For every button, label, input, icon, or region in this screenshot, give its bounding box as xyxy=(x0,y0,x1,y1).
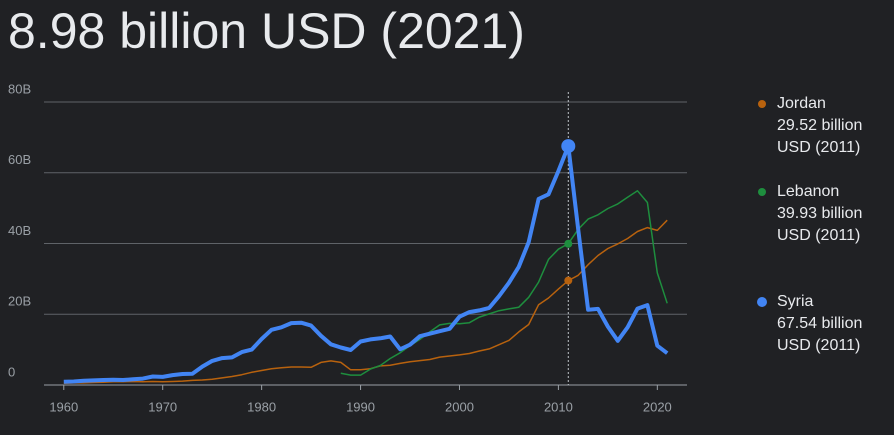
legend-label: Jordan xyxy=(777,95,826,112)
highlight-point xyxy=(564,276,573,285)
legend-marker xyxy=(757,297,767,307)
legend-marker xyxy=(758,188,766,196)
series-line xyxy=(63,219,668,384)
y-tick-label: 40B xyxy=(8,223,31,238)
legend-marker xyxy=(758,100,766,108)
legend-entry: Lebanon 39.93 billion USD (2011) xyxy=(777,181,889,247)
x-tick-label: 2020 xyxy=(643,399,672,414)
x-tick-label: 2010 xyxy=(544,399,573,414)
x-tick-label: 1980 xyxy=(247,399,276,414)
y-tick-label: 60B xyxy=(8,152,31,167)
series-line xyxy=(63,144,669,384)
x-tick-label: 1970 xyxy=(148,399,177,414)
legend-value: 29.52 billion USD (2011) xyxy=(777,117,863,156)
chart-title: 8.98 billion USD (2021) xyxy=(8,3,525,59)
highlight-point xyxy=(561,139,576,154)
legend-label: Syria xyxy=(777,293,814,310)
highlight-point xyxy=(564,239,573,248)
legend-value: 67.54 billion USD (2011) xyxy=(777,315,863,354)
legend-label: Lebanon xyxy=(777,183,840,200)
y-tick-label: 0 xyxy=(8,364,15,379)
y-tick-label: 80B xyxy=(8,81,31,96)
y-tick-label: 20B xyxy=(8,294,31,309)
legend-entry: Syria 67.54 billion USD (2011) xyxy=(777,291,889,357)
series-line xyxy=(340,190,668,376)
x-tick-label: 2000 xyxy=(445,399,474,414)
x-tick-label: 1990 xyxy=(346,399,375,414)
x-tick-label: 1960 xyxy=(49,399,78,414)
legend-value: 39.93 billion USD (2011) xyxy=(777,205,863,244)
legend-entry: Jordan 29.52 billion USD (2011) xyxy=(777,93,889,159)
